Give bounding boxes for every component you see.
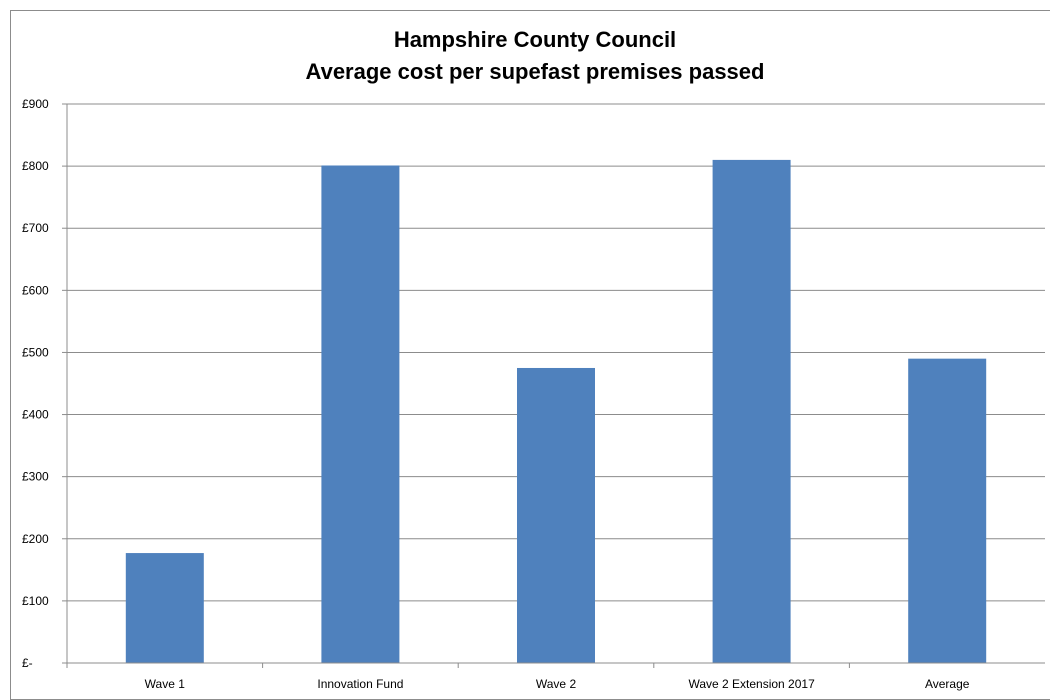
y-tick-label: £600 [22,283,49,297]
bar [517,367,595,663]
y-tick-label: £200 [22,532,49,546]
chart-title: Hampshire County Council Average cost pe… [0,24,1050,88]
bar [712,159,791,663]
x-tick-label: Average [925,677,970,691]
y-tick-label: £700 [22,221,49,235]
x-tick-label: Wave 1 [145,677,186,691]
y-tick-label: £- [22,656,33,670]
y-tick-label: £300 [22,470,49,484]
y-tick-label: £900 [22,97,49,111]
chart-title-line-2: Average cost per supefast premises passe… [305,59,765,84]
y-tick-label: £100 [22,594,49,608]
x-tick-label: Wave 2 [536,677,577,691]
y-tick-label: £400 [22,408,49,422]
x-axis: Wave 1 Innovation Fund Wave 2 Wave 2 Extens… [66,662,1045,691]
y-axis: £- £100 £200 £300 £400 £500 £600 £700 £800 £900 [22,97,68,670]
x-tick-label: Innovation Fund [317,677,403,691]
y-tick-label: £500 [22,345,49,359]
y-tick-label: £800 [22,159,49,173]
bar [908,358,987,663]
bar [125,553,204,663]
bars [125,159,987,664]
x-tick-label: Wave 2 Extension 2017 [688,677,815,691]
bar [321,165,400,664]
chart-title-line-1: Hampshire County Council [393,27,677,52]
